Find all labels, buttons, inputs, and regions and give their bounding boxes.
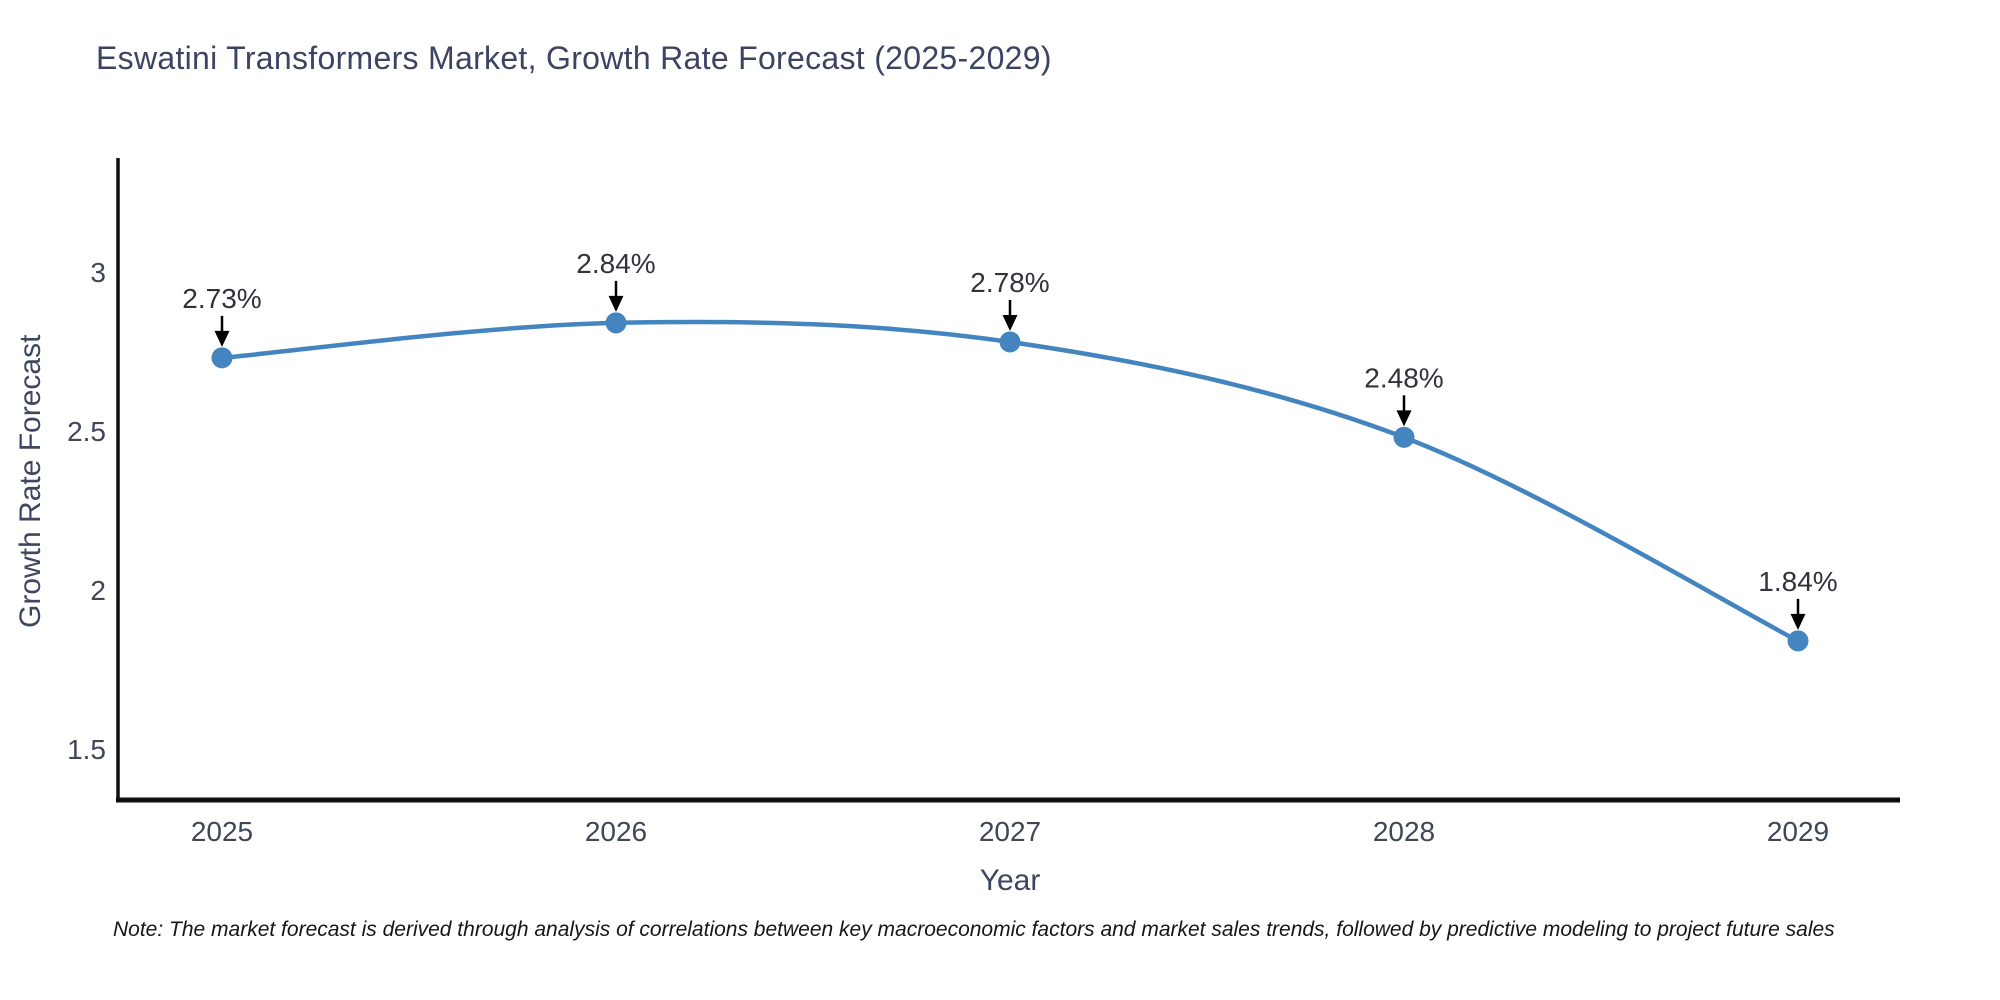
data-point [1787,630,1809,652]
data-point-label: 2.73% [182,283,261,314]
data-point [1393,426,1415,448]
data-point-label: 2.84% [576,248,655,279]
data-point-label: 2.48% [1364,362,1443,393]
data-point [211,347,233,369]
footnote: Note: The market forecast is derived thr… [113,918,1835,941]
data-point-label: 1.84% [1758,566,1837,597]
x-axis-title: Year [979,864,1041,897]
data-point-label: 2.78% [970,267,1049,298]
x-tick-label: 2029 [1767,816,1829,847]
annotation-arrow-head [608,295,624,312]
x-tick-label: 2028 [1373,816,1435,847]
annotation-arrow-head [1790,613,1806,630]
annotation-arrow-head [1002,314,1018,331]
data-point [999,331,1021,353]
y-tick-label: 3 [90,257,106,288]
y-tick-label: 1.5 [67,734,106,765]
x-tick-label: 2027 [979,816,1041,847]
trend-line [219,319,1801,644]
y-tick-label: 2.5 [67,416,106,447]
x-tick-label: 2026 [585,816,647,847]
x-tick-label: 2025 [191,816,253,847]
chart-title: Eswatini Transformers Market, Growth Rat… [96,40,1052,76]
y-tick-label: 2 [90,575,106,606]
annotation-arrow-head [214,330,230,347]
data-point [605,312,627,334]
annotation-arrow-head [1396,410,1412,427]
